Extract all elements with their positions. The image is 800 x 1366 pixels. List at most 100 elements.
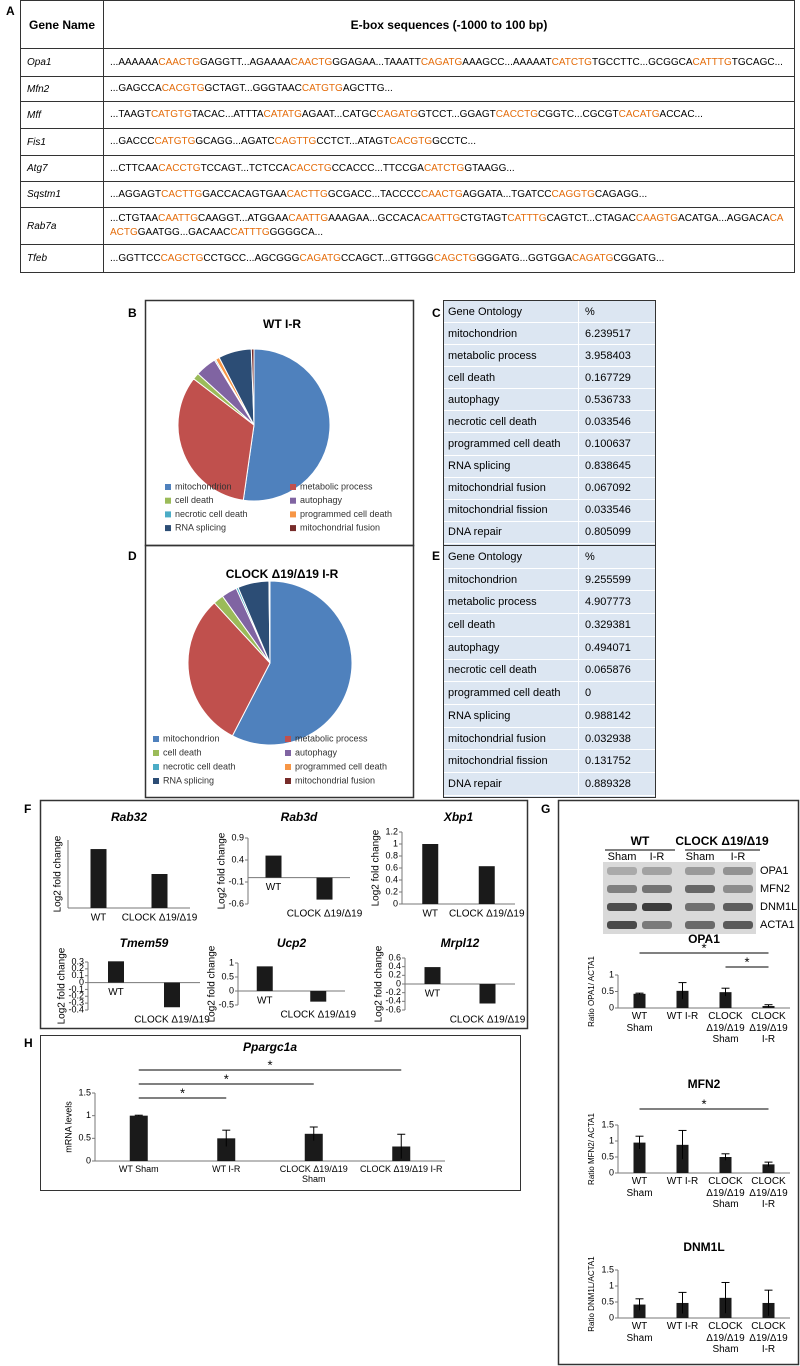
go-value: 0.100637: [585, 438, 631, 450]
go-term: autophagy: [444, 636, 579, 659]
y-tick-label: 0: [229, 985, 234, 995]
go-term: mitochondrial fission: [444, 499, 579, 521]
y-tick-label: 0: [609, 1002, 614, 1012]
e-box: CAGCTG: [160, 252, 204, 264]
e-box: CAGATG: [376, 109, 419, 120]
sequence-part: GCGACC...TACCCC: [327, 188, 421, 200]
go-value: 0.033546: [585, 415, 631, 428]
go-term: Gene Ontology: [444, 546, 579, 568]
e-box: CATTTG: [692, 56, 732, 68]
blot-band: [685, 903, 715, 911]
go-value: 0.033546: [585, 504, 631, 517]
chart-title: Ucp2: [277, 936, 307, 950]
legend-label: RNA splicing: [175, 522, 226, 532]
gene-row: Tfeb ...GGTTCCCAGCTGCCTGCC...AGCGGGCAGATG…: [20, 244, 795, 273]
e-box: CAGATG: [571, 252, 614, 264]
sequence-part: ACATGA...AGGACA: [678, 213, 770, 224]
panel-label: G: [541, 802, 550, 816]
panel-f-box: [39, 799, 529, 1030]
go-term: RNA splicing: [444, 705, 579, 727]
legend-swatch: [165, 484, 171, 490]
y-tick-label: 1.5: [601, 1119, 614, 1129]
go-value: 0.065876: [585, 664, 631, 677]
x-tick-label: WT: [91, 913, 107, 924]
go-value: 0.536733: [585, 393, 631, 406]
chart-title: Xbp1: [443, 810, 474, 824]
y-tick-label: 0.3: [71, 956, 84, 966]
sequence-part: ACCAC...: [659, 109, 703, 120]
bar: [129, 1115, 148, 1161]
go-value: 0.889328: [585, 778, 631, 791]
legend-swatch: [285, 778, 291, 784]
e-box: CATCTG: [551, 56, 592, 68]
x-tick-label: CLOCK Δ19/Δ19 I-R: [359, 1164, 443, 1174]
gene-row: Opa1 ...AAAAAACAACTGGAGGTT...AGAAAACAACTG…: [20, 48, 795, 77]
y-tick-label: 0.6: [385, 862, 398, 872]
sequence: ...CTTCAACACCTGTCCAGT...TCTCCACACCTGCCAC…: [103, 155, 795, 182]
y-tick-label: 0.5: [78, 1133, 91, 1143]
e-box: CAGATG: [299, 252, 341, 264]
bar: [164, 982, 180, 1008]
x-tick-label: CLOCK Δ19/Δ19: [134, 1015, 210, 1026]
significance-label: *: [267, 1057, 272, 1072]
y-tick-label: 1.5: [601, 1264, 614, 1274]
y-tick-label: 0.4: [385, 874, 398, 884]
e-box: CACCTG: [289, 162, 332, 174]
bar: [719, 992, 732, 1008]
bar: [310, 991, 327, 1002]
legend-label: necrotic cell death: [163, 761, 236, 771]
sequence-part: GGAGAA...TAAATT: [332, 56, 421, 68]
blot-band: [723, 867, 753, 875]
go-value: %: [585, 550, 595, 563]
x-tick-label: WT: [257, 996, 273, 1007]
blot-band: [642, 903, 672, 911]
sequence-part: ...GACCC: [110, 136, 155, 147]
go-row: RNA splicing 0.988142: [444, 705, 655, 728]
blot-band: [685, 885, 715, 893]
x-tick-label: CLOCK Δ19/Δ19 I-R: [749, 1176, 788, 1210]
y-tick-label: 0: [393, 898, 398, 908]
y-tick-label: -0.6: [385, 1004, 401, 1014]
e-box: CATTTG: [230, 227, 270, 238]
sequence-part: AGGATA...TGATCC: [462, 188, 552, 200]
gene-name: Sqstm1: [20, 181, 104, 208]
legend-label: mitochondrial fusion: [295, 775, 375, 785]
legend-swatch: [285, 764, 291, 770]
pie-slice: [250, 348, 255, 426]
gene-row: Sqstm1 ...AGGAGTCACTTGGACCACAGTGAACACTTGG…: [20, 181, 795, 208]
e-box: CATGTG: [154, 136, 196, 147]
blot-band: [607, 867, 637, 875]
go-row: DNA repair 0.805099: [444, 521, 655, 544]
bar: [256, 966, 273, 991]
e-box: CACGTG: [161, 83, 205, 94]
x-tick-label: WT I-R: [666, 1176, 699, 1187]
e-box: CAGTTG: [274, 136, 317, 147]
y-tick-label: -0.6: [228, 898, 244, 908]
x-tick-label: CLOCK Δ19/Δ19 Sham: [706, 1176, 745, 1210]
y-tick-label: 0.4: [231, 854, 244, 864]
y-tick-label: 1: [229, 957, 234, 967]
y-tick-label: -0.1: [68, 984, 84, 994]
x-tick-label: WT Sham: [626, 1176, 653, 1199]
bar: [479, 984, 496, 1004]
e-box: CACGTG: [389, 136, 433, 147]
blot-band: [723, 903, 753, 911]
sequence: ...AAAAAACAACTGGAGGTT...AGAAAACAACTGGGAG…: [103, 48, 795, 77]
e-box: CATGTG: [301, 83, 343, 94]
go-term: metabolic process: [444, 591, 579, 614]
sequence-part: ...TAAGT: [110, 109, 151, 120]
go-row: RNA splicing 0.838645: [444, 455, 655, 478]
y-tick-label: 0.5: [601, 986, 614, 996]
chart-title: Mrpl12: [441, 936, 480, 950]
header-cell: Gene Name: [20, 0, 104, 49]
gene-row: Rab7a ...CTGTAACAATTGCAAGGT...ATGGAACAATT…: [20, 207, 795, 245]
gene-row: Mff ...TAAGTCATGTGTACAC...ATTTACATATGAGAA…: [20, 101, 795, 129]
e-box: CAATTG: [420, 213, 461, 224]
legend-swatch: [153, 778, 159, 784]
blot-band: [642, 867, 672, 875]
sequence-part: TGCCTTC...GCGGCA: [591, 56, 693, 68]
ebox-table: Gene Name E-box sequences (-1000 to 100 b…: [20, 0, 795, 273]
go-row: programmed cell death 0.100637: [444, 433, 655, 456]
go-row: metabolic process 4.907773: [444, 591, 655, 615]
blot-band: [642, 921, 672, 929]
